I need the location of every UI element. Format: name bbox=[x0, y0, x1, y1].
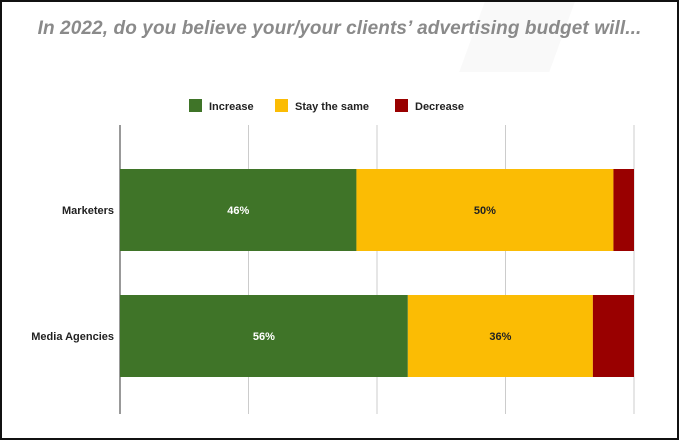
bar-decrease bbox=[613, 169, 634, 251]
data-label: 50% bbox=[474, 205, 496, 217]
category-label: Marketers bbox=[62, 205, 114, 217]
legend-swatch bbox=[189, 99, 202, 112]
chart-title: In 2022, do you believe your/your client… bbox=[37, 18, 642, 39]
data-label: 46% bbox=[227, 205, 249, 217]
legend-label: Decrease bbox=[415, 101, 464, 113]
data-label: 56% bbox=[253, 331, 275, 343]
legend-swatch bbox=[275, 99, 288, 112]
legend-swatch bbox=[395, 99, 408, 112]
bar-increase bbox=[120, 169, 357, 251]
bar-stay-the-same bbox=[356, 169, 614, 251]
legend-label: Increase bbox=[209, 101, 254, 113]
bar-stay-the-same bbox=[407, 295, 593, 377]
category-label: Media Agencies bbox=[31, 331, 114, 343]
bar-increase bbox=[120, 295, 408, 377]
bars: 46% 50% 56% 36% bbox=[120, 169, 634, 377]
legend-label: Stay the same bbox=[295, 101, 369, 113]
bar-decrease bbox=[592, 295, 634, 377]
data-label: 36% bbox=[489, 331, 511, 343]
legend: Increase Stay the same Decrease bbox=[189, 99, 464, 113]
category-labels: Marketers Media Agencies bbox=[31, 205, 114, 343]
